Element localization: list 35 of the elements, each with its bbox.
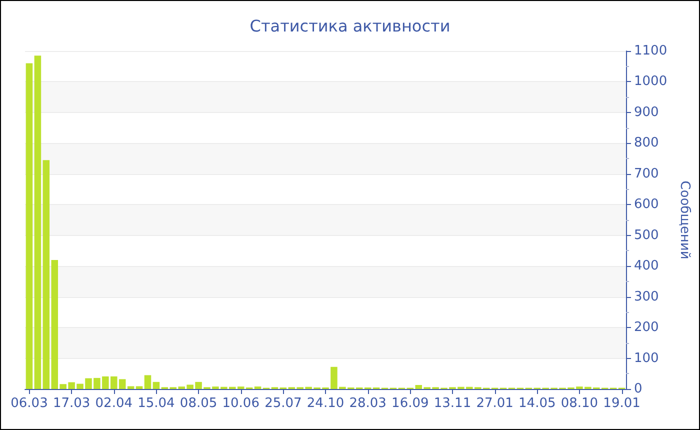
x-tick-label: 08.10	[560, 396, 598, 411]
x-tick-label: 08.05	[180, 396, 218, 411]
y-tick-label: 700	[634, 166, 659, 182]
x-tick-label: 06.03	[10, 396, 48, 411]
y-tick-label: 900	[634, 104, 659, 120]
x-tick-label: 13.11	[434, 396, 472, 411]
bar	[127, 386, 134, 389]
y-tick-label: 600	[634, 197, 659, 212]
y-tick-label: 0	[634, 382, 642, 396]
y-tick-label: 400	[634, 258, 659, 274]
y-tick-label: 500	[634, 228, 659, 243]
x-tick-label: 16.09	[392, 396, 429, 411]
x-tick-label: 24.10	[306, 396, 344, 411]
x-tick-label: 27.01	[476, 396, 514, 411]
y-axis-title: Сообщений	[677, 180, 692, 260]
y-tick-label: 300	[634, 289, 659, 304]
x-tick-label: 14.05	[518, 396, 556, 411]
bar	[26, 63, 33, 389]
y-tick-label: 1100	[634, 44, 668, 58]
y-tick-label: 800	[634, 136, 659, 151]
x-tick-label: 28.03	[349, 396, 386, 411]
y-tick-label: 1000	[634, 74, 668, 90]
x-tick-label: 19.01	[603, 396, 640, 411]
x-tick-label: 02.04	[95, 396, 132, 411]
bar	[144, 375, 152, 389]
x-tick-label: 25.07	[264, 396, 302, 411]
chart-title: Статистика активности	[250, 16, 450, 36]
y-tick-label: 200	[634, 320, 659, 336]
y-tick-label: 100	[634, 350, 659, 366]
bar	[152, 382, 160, 389]
x-tick-label: 10.06	[222, 396, 260, 411]
bar	[34, 56, 42, 389]
x-tick-label: 17.03	[52, 396, 90, 411]
bar	[136, 386, 143, 389]
x-tick-label: 15.04	[138, 396, 175, 411]
